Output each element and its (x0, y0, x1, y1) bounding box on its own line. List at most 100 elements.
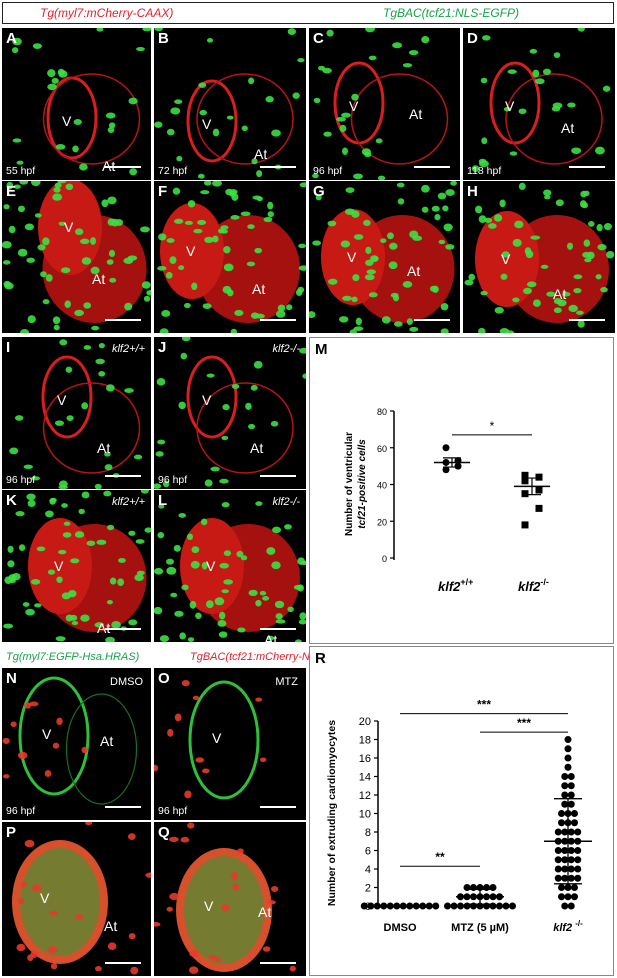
micrograph-image (157, 181, 306, 333)
y-tick-label: 8 (365, 827, 371, 839)
significance-label: * (490, 419, 495, 433)
micrograph-panel-l: L V At klf2-/- (154, 490, 306, 642)
data-point (567, 800, 575, 808)
atrium-label: At (254, 146, 268, 162)
y-tick-label: 18 (359, 735, 371, 747)
y-tick-label: 20 (359, 716, 371, 728)
genotype-label: klf2-/- (272, 343, 301, 355)
micrograph-panel-k: K V At klf2+/+ (2, 490, 151, 642)
data-point (567, 847, 575, 854)
scale-bar (260, 628, 296, 630)
data-point (571, 884, 578, 891)
chart-r-box: R 02468101214161820Number of extruding c… (309, 646, 614, 976)
data-point (574, 874, 582, 882)
reporter-label-egfp: TgBAC(tcf21:NLS-EGFP) (383, 6, 520, 20)
data-point (442, 444, 450, 452)
micrograph-image (312, 28, 449, 180)
scale-bar (414, 166, 450, 168)
scale-bar (105, 166, 141, 168)
data-point (561, 874, 569, 882)
atrium-label: At (97, 620, 111, 636)
ventricle-label: V (40, 890, 50, 906)
micrograph-image (12, 822, 151, 975)
ventricle-label: V (206, 558, 216, 574)
micrograph-panel-p: P V At (2, 822, 151, 976)
data-point (564, 884, 572, 891)
data-point (454, 462, 462, 470)
panel-label-h: H (467, 183, 478, 200)
timepoint-label: 96 hpf (158, 805, 188, 817)
micrograph-panel-g: G V At (309, 181, 460, 333)
y-axis-label: Number of ventricular tcf21-positive cell… (344, 432, 368, 536)
data-point (521, 490, 529, 498)
panel-label-n: N (6, 670, 17, 687)
chart-m-svg: 0 20 40 60 80 Number of ventricular tcf21-posi… (344, 407, 550, 594)
reporter-label-ntr: TgBAC(tcf21:mCherry-NTR) (190, 651, 329, 663)
atrium-label: At (553, 286, 567, 302)
ventricle-label: V (186, 243, 196, 259)
scale-bar (414, 319, 450, 321)
panel-label-m: M (315, 341, 328, 358)
data-point (574, 828, 582, 836)
data-point (561, 847, 569, 854)
data-point (564, 893, 572, 901)
data-point (571, 810, 578, 817)
atrium-label: At (264, 632, 278, 642)
y-tick-label: 20 (377, 517, 387, 527)
ventricle-label: V (202, 392, 212, 408)
x-category-label: klf2 -/- (553, 919, 583, 934)
y-tick-label: 4 (365, 864, 371, 876)
micrograph-panel-n: N V At 96 hpf DMSO (2, 668, 151, 820)
y-tick-label: 2 (365, 883, 371, 895)
scale-bar (105, 628, 141, 630)
treatment-label: DMSO (110, 676, 143, 688)
y-tick-label: 60 (377, 444, 387, 454)
y-tick-label: 80 (377, 407, 387, 417)
data-point (535, 504, 543, 512)
micrograph-panel-i: I V At 96 hpf klf2+/+ (2, 337, 151, 489)
data-point (564, 745, 572, 753)
data-point (554, 828, 562, 836)
timepoint-label: 118 hpf (467, 165, 502, 177)
atrium-label: At (104, 918, 118, 934)
micrograph-image (2, 676, 138, 805)
micrograph-panel-h: H V At (463, 181, 615, 333)
data-point (567, 828, 575, 836)
x-category-label: DMSO (384, 922, 417, 934)
panel-label-r: R (315, 650, 326, 667)
data-point (554, 847, 562, 854)
micrograph-image (154, 337, 306, 489)
ventricle-label: V (349, 98, 359, 114)
micrograph-image (154, 680, 267, 800)
atrium-label: At (258, 904, 272, 920)
reporter-label-hras: Tg(myl7:EGFP-Hsa.HRAS) (6, 651, 140, 663)
panel-label-l: L (158, 492, 168, 509)
genotype-label: klf2+/+ (111, 496, 145, 508)
timepoint-label: 96 hpf (313, 165, 343, 177)
micrograph-image (154, 501, 306, 642)
y-tick-label: 14 (359, 772, 371, 784)
micrograph-panel-f: F V At (154, 181, 306, 333)
data-point (561, 800, 569, 808)
data-point (554, 874, 562, 882)
micrograph-panel-a: AVAt55 hpf (2, 28, 151, 180)
data-point (567, 902, 575, 910)
data-point (425, 902, 433, 910)
data-point (567, 874, 575, 882)
atrium-label: At (409, 106, 423, 122)
data-point (567, 782, 575, 790)
panel-label-q: Q (158, 824, 170, 841)
ventricle-label: V (202, 116, 212, 132)
data-point (554, 856, 562, 864)
micrograph-panel-b: B V At 72 hpf (154, 28, 306, 180)
data-point (567, 791, 575, 799)
data-point (564, 754, 572, 762)
ventricle-label: V (347, 249, 357, 265)
ventricle-label: V (501, 251, 511, 267)
micrograph-panel-j: J V At 96 hpf klf2-/- (154, 337, 306, 489)
x-category-label: klf2-/- (518, 577, 549, 594)
significance-label: ** (435, 850, 445, 864)
data-point (521, 521, 529, 529)
data-point (496, 902, 503, 910)
data-point (561, 828, 569, 836)
